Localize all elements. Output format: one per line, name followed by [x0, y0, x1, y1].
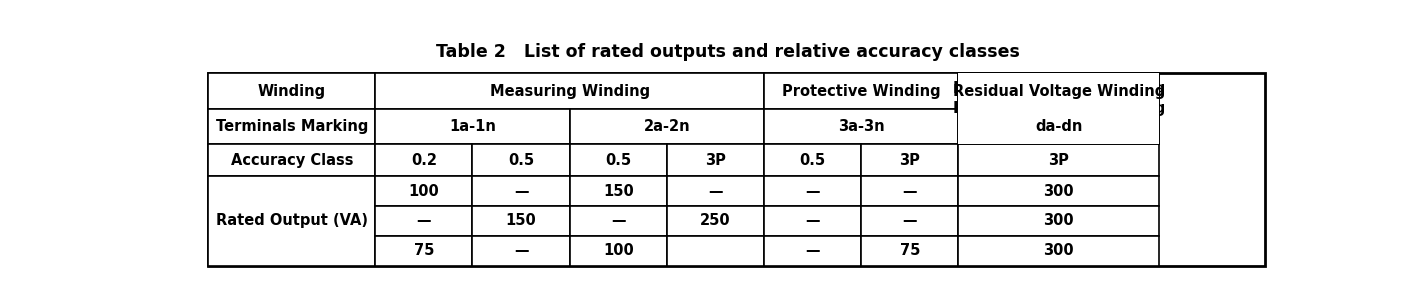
- Bar: [570, 144, 666, 176]
- Text: 3P: 3P: [899, 153, 921, 168]
- Bar: [764, 109, 958, 144]
- Text: da-dn: da-dn: [1034, 119, 1083, 134]
- Bar: [375, 109, 570, 144]
- Bar: [375, 73, 764, 109]
- Text: Winding: Winding: [257, 84, 325, 99]
- Text: Table 2   List of rated outputs and relative accuracy classes: Table 2 List of rated outputs and relati…: [436, 43, 1020, 61]
- Text: —: —: [806, 214, 820, 229]
- Text: 3P: 3P: [705, 153, 726, 168]
- Text: 100: 100: [603, 243, 634, 258]
- Bar: [375, 176, 473, 206]
- Bar: [764, 206, 861, 236]
- Bar: [473, 236, 570, 266]
- Bar: [958, 206, 1160, 236]
- Bar: [570, 236, 666, 266]
- Text: 150: 150: [506, 214, 537, 229]
- Bar: [209, 73, 1265, 266]
- Text: 300: 300: [1043, 214, 1074, 229]
- Bar: [764, 144, 861, 176]
- Bar: [958, 73, 1160, 144]
- Bar: [570, 206, 666, 236]
- Text: Rated Output (VA): Rated Output (VA): [216, 214, 368, 229]
- Bar: [666, 236, 764, 266]
- Bar: [764, 73, 958, 109]
- Bar: [375, 206, 473, 236]
- Text: —: —: [708, 184, 723, 199]
- Text: Residual Voltage Winding: Residual Voltage Winding: [952, 84, 1165, 99]
- Bar: [861, 176, 958, 206]
- Text: Residual Voltage Winding: Residual Voltage Winding: [952, 101, 1165, 116]
- Text: 3P: 3P: [1049, 153, 1069, 168]
- Text: —: —: [611, 214, 625, 229]
- Bar: [861, 144, 958, 176]
- Text: Accuracy Class: Accuracy Class: [230, 153, 354, 168]
- Bar: [375, 236, 473, 266]
- Bar: [764, 176, 861, 206]
- Text: Protective Winding: Protective Winding: [782, 84, 941, 99]
- Bar: [861, 236, 958, 266]
- Bar: [958, 176, 1160, 206]
- Bar: [209, 176, 375, 266]
- Bar: [958, 73, 1160, 144]
- Text: 300: 300: [1043, 184, 1074, 199]
- Text: 3a-3n: 3a-3n: [838, 119, 884, 134]
- Bar: [861, 206, 958, 236]
- Text: 100: 100: [408, 184, 439, 199]
- Text: Measuring Winding: Measuring Winding: [490, 84, 649, 99]
- Text: —: —: [902, 214, 917, 229]
- Text: 300: 300: [1043, 243, 1074, 258]
- Bar: [570, 176, 666, 206]
- Bar: [473, 206, 570, 236]
- Bar: [209, 144, 375, 176]
- Text: —: —: [806, 184, 820, 199]
- Bar: [570, 109, 764, 144]
- Text: —: —: [416, 214, 431, 229]
- Text: —: —: [514, 184, 529, 199]
- Text: —: —: [902, 184, 917, 199]
- Text: —: —: [514, 243, 529, 258]
- Bar: [473, 176, 570, 206]
- Bar: [666, 144, 764, 176]
- Bar: [764, 236, 861, 266]
- Text: 75: 75: [414, 243, 433, 258]
- Text: 0.5: 0.5: [800, 153, 826, 168]
- Text: 150: 150: [603, 184, 634, 199]
- Bar: [958, 236, 1160, 266]
- Bar: [958, 144, 1160, 176]
- Text: Terminals Marking: Terminals Marking: [216, 119, 368, 134]
- Bar: [209, 73, 375, 109]
- Text: 2a-2n: 2a-2n: [644, 119, 691, 134]
- Text: 75: 75: [899, 243, 919, 258]
- Text: 1a-1n: 1a-1n: [449, 119, 496, 134]
- Text: Residual Voltage Winding: Residual Voltage Winding: [952, 81, 1165, 96]
- Bar: [209, 109, 375, 144]
- Bar: [958, 73, 1160, 144]
- Text: 0.5: 0.5: [605, 153, 631, 168]
- Bar: [375, 144, 473, 176]
- Bar: [473, 144, 570, 176]
- Text: 0.2: 0.2: [411, 153, 436, 168]
- Text: 250: 250: [701, 214, 730, 229]
- Text: da-dn: da-dn: [1034, 119, 1083, 134]
- Bar: [666, 176, 764, 206]
- Text: 0.5: 0.5: [509, 153, 534, 168]
- Text: —: —: [806, 243, 820, 258]
- Bar: [666, 206, 764, 236]
